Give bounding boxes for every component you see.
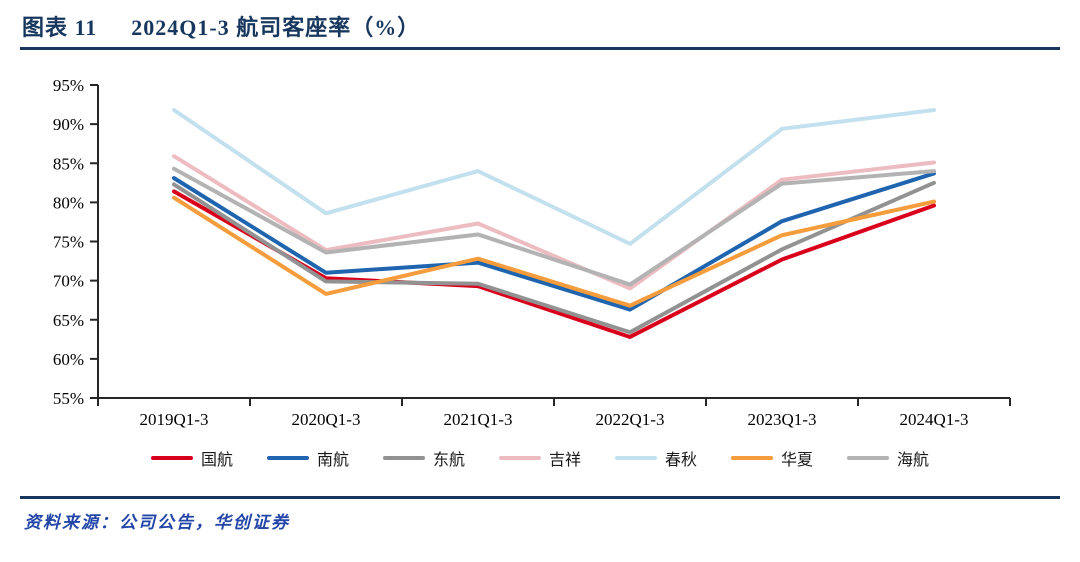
svg-text:2021Q1-3: 2021Q1-3 bbox=[444, 410, 513, 429]
svg-text:2023Q1-3: 2023Q1-3 bbox=[748, 410, 817, 429]
legend-label: 海航 bbox=[897, 452, 930, 469]
svg-text:85%: 85% bbox=[53, 154, 84, 173]
series-line-华夏 bbox=[172, 195, 936, 308]
legend-item: 海航 bbox=[847, 446, 929, 470]
load-factor-chart: 55% 60% 65% 70% 75% 80% 85% 90% 95% 2019Q1-3 2020Q… bbox=[53, 76, 1011, 429]
series-line-海航 bbox=[172, 166, 936, 287]
legend-swatch bbox=[847, 456, 890, 460]
legend-label: 东航 bbox=[432, 452, 465, 469]
series-line-国航 bbox=[172, 189, 936, 339]
legend-item: 华夏 bbox=[731, 446, 813, 470]
legend-swatch bbox=[150, 456, 193, 460]
svg-text:2020Q1-3: 2020Q1-3 bbox=[292, 410, 361, 429]
source-note: 资料来源：公司公告，华创证券 bbox=[24, 513, 290, 532]
svg-text:2024Q1-3: 2024Q1-3 bbox=[900, 410, 969, 429]
svg-text:90%: 90% bbox=[53, 115, 84, 134]
chart-legend: 国航 南航 东航 吉祥 春秋 华夏 海航 bbox=[0, 446, 1080, 470]
svg-text:70%: 70% bbox=[53, 272, 84, 291]
legend-label: 南航 bbox=[316, 452, 349, 469]
legend-label: 吉祥 bbox=[548, 452, 581, 469]
svg-text:65%: 65% bbox=[53, 311, 84, 330]
svg-text:2019Q1-3: 2019Q1-3 bbox=[140, 410, 209, 429]
figure-title: 2024Q1-3 航司客座率（%） bbox=[131, 15, 421, 40]
svg-text:75%: 75% bbox=[53, 233, 84, 252]
series-line-南航 bbox=[172, 171, 936, 312]
title-divider bbox=[20, 47, 1060, 50]
figure-label: 图表 11 bbox=[22, 15, 98, 40]
legend-swatch bbox=[382, 456, 425, 460]
bottom-divider bbox=[20, 496, 1060, 499]
legend-swatch bbox=[266, 456, 309, 460]
legend-swatch bbox=[498, 456, 541, 460]
legend-label: 春秋 bbox=[665, 452, 698, 469]
svg-text:60%: 60% bbox=[53, 350, 84, 369]
figure-title-row: 图表 11 2024Q1-3 航司客座率（%） bbox=[22, 10, 420, 42]
series-line-春秋 bbox=[172, 108, 936, 246]
legend-item: 春秋 bbox=[615, 446, 697, 470]
legend-label: 华夏 bbox=[781, 452, 814, 469]
series-line-东航 bbox=[172, 180, 936, 335]
legend-item: 南航 bbox=[266, 446, 349, 470]
svg-text:95%: 95% bbox=[53, 76, 84, 95]
series-line-吉祥 bbox=[172, 154, 936, 291]
legend-item: 国航 bbox=[150, 446, 233, 470]
legend-swatch bbox=[615, 456, 657, 460]
legend-item: 吉祥 bbox=[498, 446, 581, 470]
legend-label: 国航 bbox=[200, 452, 233, 469]
legend-swatch bbox=[731, 456, 774, 460]
svg-text:55%: 55% bbox=[53, 389, 84, 408]
svg-text:80%: 80% bbox=[53, 193, 84, 212]
legend-item: 东航 bbox=[382, 446, 465, 470]
svg-text:2022Q1-3: 2022Q1-3 bbox=[596, 410, 665, 429]
